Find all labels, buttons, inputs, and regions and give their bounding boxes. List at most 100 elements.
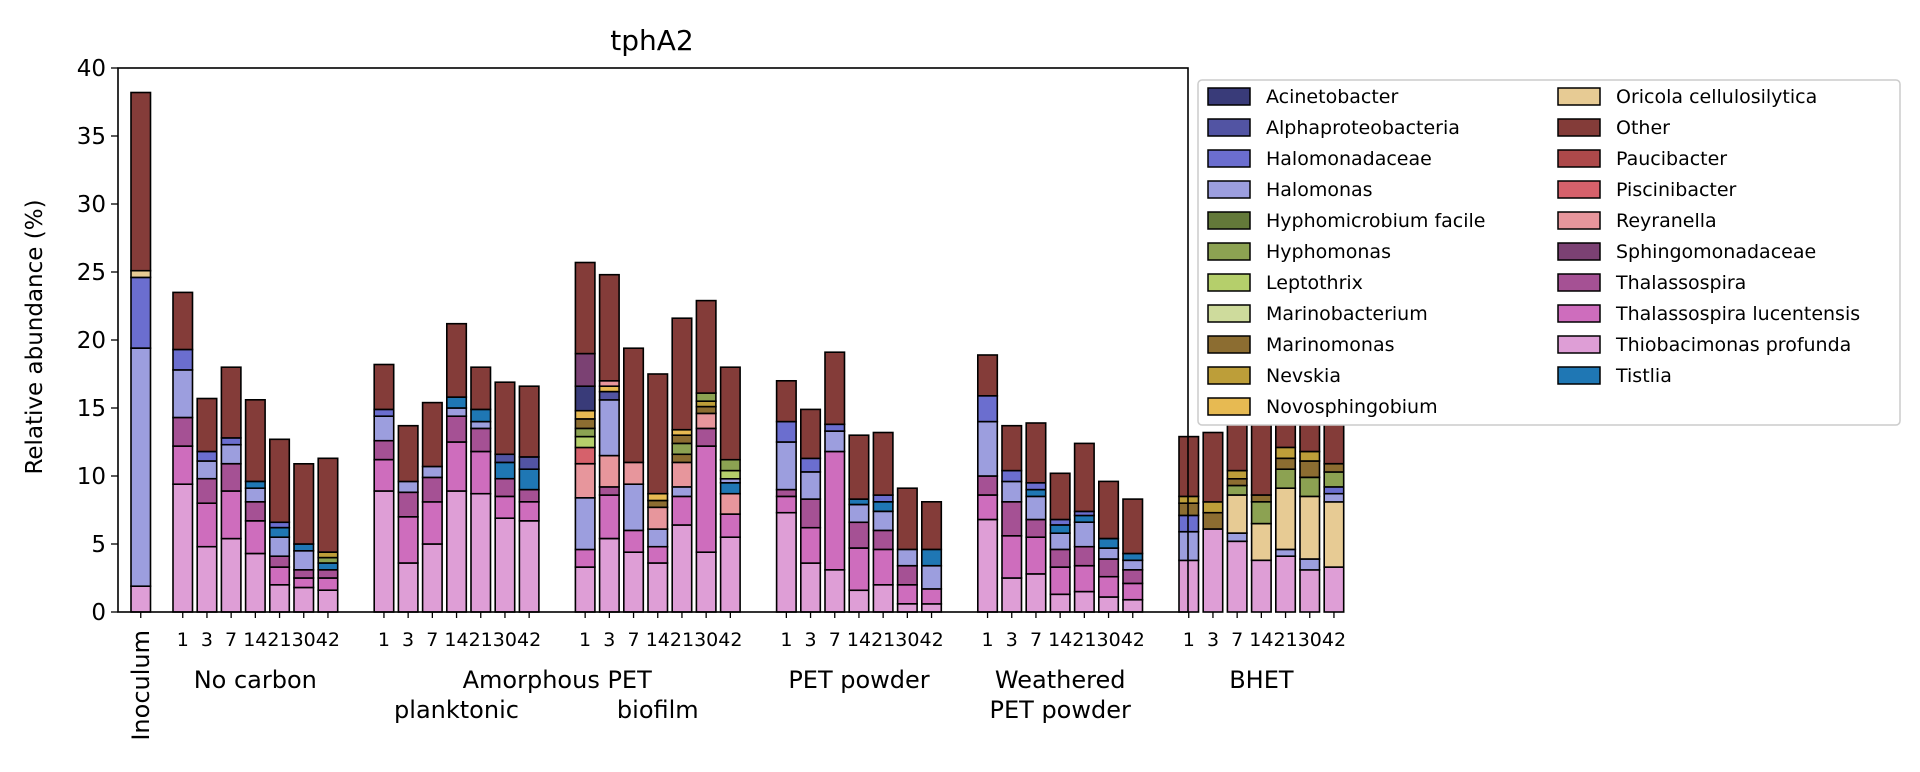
bar-segment (244, 552, 266, 613)
legend-label: Oricola cellulosilytica (1616, 86, 1817, 108)
bar-segment (445, 407, 468, 417)
bar-segment (494, 453, 516, 464)
x-tick-label: 30 (493, 629, 517, 651)
legend-swatch (1557, 149, 1601, 168)
bar-segment (695, 299, 717, 394)
bar-segment (373, 490, 395, 613)
bar-segment (421, 500, 443, 545)
bar-segment (1323, 492, 1345, 503)
legend-item: Halomonas (1207, 179, 1373, 201)
x-tick-label: 1 (378, 629, 390, 651)
bar-segment (647, 492, 669, 502)
bar-segment (317, 577, 339, 591)
x-tick-label: 3 (603, 629, 615, 651)
bar-segment (671, 442, 693, 456)
bar-segment (848, 434, 870, 500)
bar-segment (598, 385, 620, 393)
legend-swatch (1557, 242, 1601, 261)
bar-segment (598, 379, 620, 387)
bar-segment (799, 408, 822, 460)
legend-item: Thalassospira lucentensis (1557, 303, 1860, 325)
group-label: Weathered (995, 666, 1126, 694)
bar-segment (775, 511, 797, 613)
bar-stack (293, 462, 315, 613)
bar-segment (799, 526, 822, 564)
legend-swatch (1557, 273, 1601, 292)
bar-segment (976, 420, 999, 477)
y-tick-label: 25 (77, 260, 106, 286)
legend-label: Novosphingobium (1266, 396, 1438, 418)
x-tick-label: 7 (829, 629, 841, 651)
bar-segment (799, 498, 822, 529)
y-tick-label: 15 (77, 396, 106, 422)
bar-segment (130, 347, 152, 588)
bar-segment (518, 500, 540, 522)
legend-label: Halomonas (1266, 179, 1373, 201)
bar-segment (1073, 514, 1095, 524)
bar-segment (719, 492, 741, 515)
bar-segment (1122, 598, 1144, 613)
bar-segment (518, 468, 540, 491)
legend-label: Sphingomonadaceae (1616, 241, 1816, 263)
bar-segment (671, 495, 693, 526)
bar-segment (574, 427, 596, 438)
x-tick-label: 42 (920, 629, 944, 651)
bar-segment (268, 536, 291, 558)
legend-label: Reyranella (1616, 210, 1717, 232)
bar-segment (824, 568, 846, 613)
bar-segment (1275, 457, 1297, 470)
y-tick-label: 35 (77, 124, 106, 150)
bar-segment (445, 441, 468, 492)
bar-segment (268, 566, 291, 586)
bar-segment (518, 520, 540, 613)
bar-segment (622, 461, 645, 485)
bar-segment (695, 445, 717, 554)
bar-stack (373, 363, 395, 613)
bar-segment (244, 520, 266, 555)
bar-segment (671, 461, 693, 488)
bar-segment (373, 458, 395, 492)
x-tick-label: 14 (444, 629, 468, 651)
bar-stack (976, 354, 999, 613)
bar-segment (1299, 460, 1321, 479)
bar-stack (775, 379, 797, 613)
bar-segment (244, 480, 266, 489)
bar-segment (1073, 442, 1095, 513)
bar-stack (317, 457, 339, 613)
bar-segment (920, 602, 943, 613)
bar-segment (1001, 500, 1023, 537)
bar-segment (574, 496, 596, 551)
legend-swatch (1207, 242, 1251, 261)
bar-segment (494, 461, 516, 480)
bar-segment (896, 583, 918, 605)
legend-label: Piscinibacter (1616, 179, 1737, 201)
group-label: biofilm (617, 696, 699, 724)
bar-segment (976, 494, 999, 521)
bar-segment (470, 427, 492, 453)
bar-segment (373, 408, 395, 417)
bar-segment (598, 390, 620, 401)
bar-segment (244, 398, 266, 483)
x-tick-label: 42 (718, 629, 742, 651)
bar-segment (1323, 486, 1345, 495)
x-tick-label: 30 (1298, 629, 1322, 651)
legend-label: Thalassospira lucentensis (1615, 303, 1860, 325)
legend-item: Other (1557, 117, 1670, 139)
x-tick-label: 21 (1072, 629, 1096, 651)
y-tick-label: 10 (77, 464, 106, 490)
legend-label: Nevskia (1266, 365, 1341, 387)
bar-segment (1025, 518, 1047, 539)
y-tick-label: 5 (91, 532, 106, 558)
bar-segment (317, 562, 339, 571)
bar-stack (647, 373, 669, 613)
x-tick-label: 14 (847, 629, 871, 651)
bar-segment (574, 566, 596, 613)
legend-item: Marinobacterium (1207, 303, 1428, 325)
bar-segment (470, 492, 492, 613)
bar-segment (1250, 500, 1272, 525)
legend-swatch (1207, 149, 1251, 168)
legend-swatch (1207, 211, 1251, 230)
bar-segment (518, 488, 540, 503)
bar-segment (130, 585, 152, 613)
bar-segment (622, 529, 645, 554)
